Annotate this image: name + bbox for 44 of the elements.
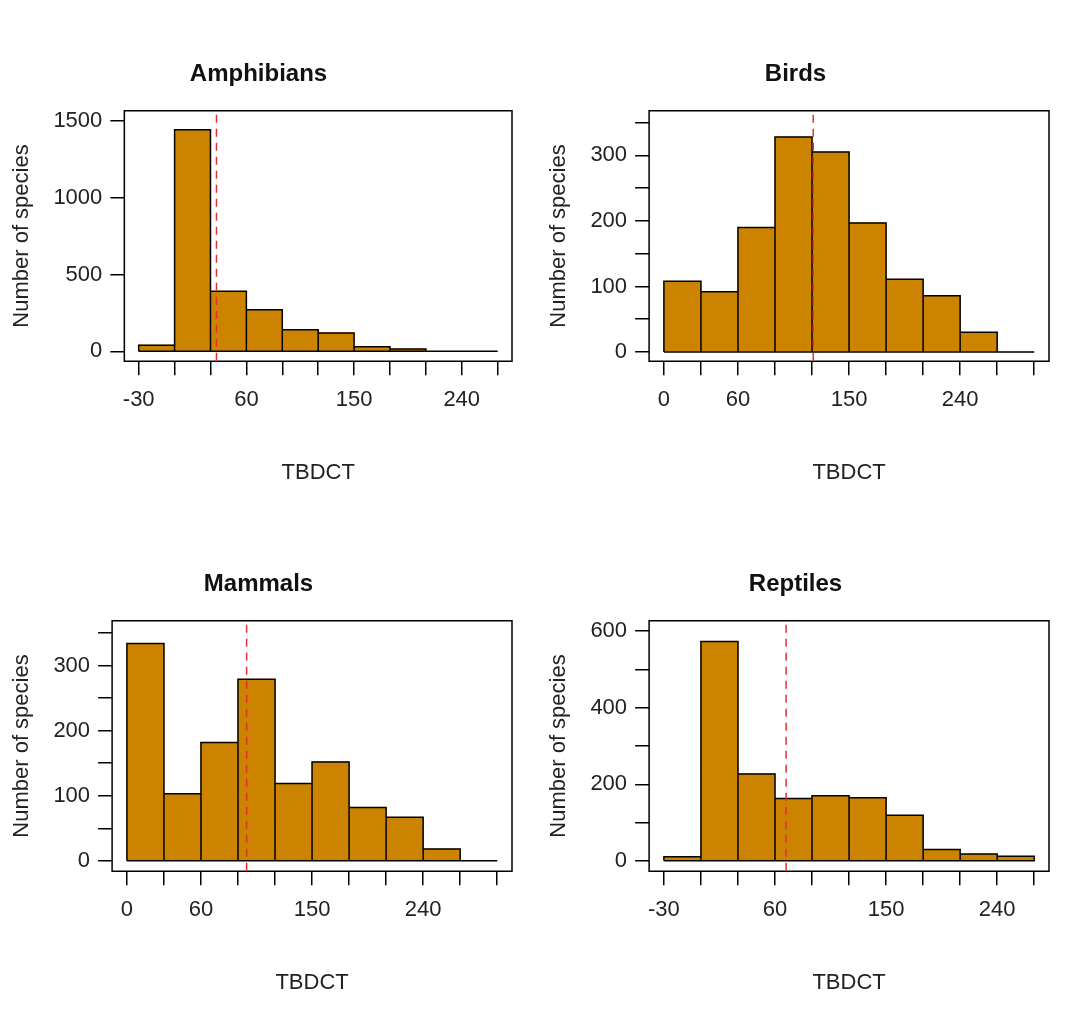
- y-tick-label: 100: [590, 272, 628, 298]
- y-tick-label: 1500: [53, 106, 103, 132]
- chart-title: Amphibians: [189, 59, 328, 87]
- x-axis-title: TBDCT: [812, 968, 886, 994]
- x-tick-label: 240: [443, 386, 481, 412]
- x-tick-label: 60: [188, 896, 214, 922]
- y-tick-label: 300: [53, 651, 91, 677]
- y-tick-label: 200: [590, 206, 628, 232]
- x-axis-title: TBDCT: [275, 968, 349, 994]
- y-tick-label: 1000: [53, 183, 103, 209]
- y-tick-label: 0: [614, 338, 628, 364]
- y-tick-label: 300: [590, 141, 628, 167]
- x-tick-label: 240: [978, 896, 1016, 922]
- y-tick-label: 100: [53, 781, 91, 807]
- y-axis-title: Number of species: [545, 144, 571, 328]
- y-tick-label: 0: [614, 846, 628, 872]
- y-tick-label: 0: [77, 846, 91, 872]
- y-tick-label: 0: [90, 337, 103, 363]
- y-axis-title: Number of species: [8, 144, 34, 328]
- x-tick-label: -30: [648, 896, 680, 922]
- x-tick-label: 0: [120, 896, 134, 922]
- y-axis-title: Number of species: [8, 654, 34, 838]
- chart-title: Reptiles: [748, 569, 843, 597]
- x-tick-label: 240: [941, 386, 979, 412]
- y-tick-label: 200: [53, 716, 91, 742]
- x-tick-label: 0: [657, 386, 671, 412]
- x-tick-label: 60: [725, 386, 751, 412]
- x-axis-title: TBDCT: [281, 458, 355, 484]
- x-tick-label: 60: [762, 896, 788, 922]
- x-tick-label: 150: [335, 386, 373, 412]
- y-tick-label: 600: [590, 617, 628, 643]
- x-tick-label: 150: [830, 386, 868, 412]
- y-tick-label: 500: [65, 260, 103, 286]
- x-tick-label: 150: [293, 896, 331, 922]
- y-axis-title: Number of species: [545, 654, 571, 838]
- chart-title: Birds: [764, 59, 827, 87]
- chart-title: Mammals: [203, 569, 314, 597]
- x-tick-label: -30: [122, 386, 155, 412]
- y-tick-label: 200: [590, 770, 628, 796]
- x-tick-label: 150: [867, 896, 905, 922]
- x-tick-label: 60: [234, 386, 259, 412]
- x-axis-title: TBDCT: [812, 458, 886, 484]
- y-tick-label: 400: [590, 693, 628, 719]
- x-tick-label: 240: [404, 896, 442, 922]
